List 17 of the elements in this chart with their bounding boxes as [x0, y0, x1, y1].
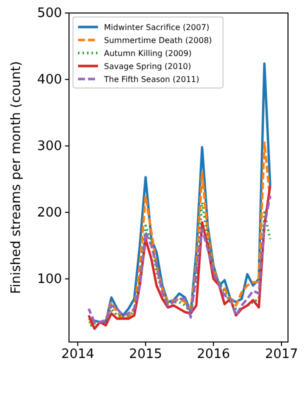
y-tick-label: 400	[37, 72, 62, 88]
legend-label: Savage Spring (2010)	[104, 62, 192, 71]
line-series	[88, 141, 272, 325]
x-tick-label: 2014	[61, 347, 94, 362]
y-tick-label: 500	[37, 6, 62, 22]
y-tick-label: 200	[37, 206, 62, 221]
x-tick-label: 2017	[264, 347, 298, 362]
legend-label: Midwinter Sacrifice (2007)	[104, 23, 210, 32]
legend-label: The Fifth Season (2011)	[103, 75, 200, 84]
x-tick-label: 2016	[196, 347, 230, 362]
x-tick-label: 2015	[129, 347, 162, 362]
y-axis-title: Finished streams per month (count)	[9, 61, 24, 294]
y-tick-label: 100	[37, 272, 62, 288]
y-tick-label: 300	[37, 139, 62, 154]
line-series	[88, 62, 272, 324]
legend-label: Autumn Killing (2009)	[104, 49, 192, 58]
legend-label: Summertime Death (2008)	[104, 36, 212, 45]
